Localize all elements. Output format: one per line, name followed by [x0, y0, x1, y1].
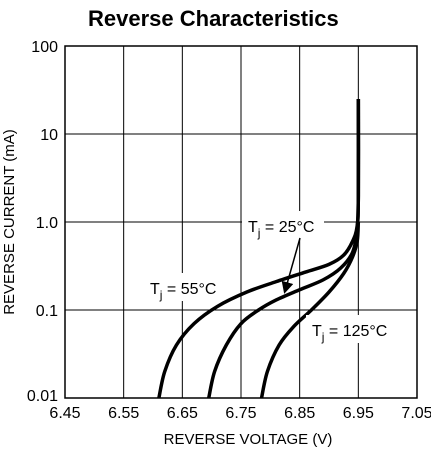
x-tick-label: 6.45 — [49, 405, 80, 422]
annotation-label-2: Tj = 125°C — [312, 323, 387, 344]
annotation-rest: = 55°C — [162, 281, 216, 298]
x-tick-label: 6.55 — [108, 405, 139, 422]
x-tick-label: 6.95 — [343, 405, 374, 422]
y-tick-label: 10 — [40, 127, 58, 144]
annotation-main: T — [248, 219, 258, 236]
y-axis-label: REVERSE CURRENT (mA) — [1, 129, 18, 315]
annotation-background — [306, 315, 396, 343]
x-axis-label: REVERSE VOLTAGE (V) — [164, 431, 333, 448]
annotations: Tj = 55°CTj = 25°CTj = 125°C — [144, 211, 396, 344]
y-tick-label: 0.01 — [27, 388, 58, 405]
chart-title: Reverse Characteristics — [88, 6, 339, 31]
series-lines — [157, 98, 361, 399]
annotation-label-1: Tj = 25°C — [248, 219, 314, 240]
series-line-2 — [259, 221, 361, 399]
annotation-rest: = 125°C — [324, 323, 387, 340]
y-tick-label: 1.0 — [36, 215, 58, 232]
annotation-rest: = 25°C — [260, 219, 314, 236]
annotation-background — [242, 211, 324, 239]
plot-frame — [64, 45, 418, 399]
x-tick-label: 6.85 — [284, 405, 315, 422]
annotation-subscript: j — [321, 330, 325, 344]
x-tick-labels: 6.45 6.55 6.65 6.75 6.85 6.95 7.05 — [49, 405, 431, 422]
series-line-0 — [157, 98, 361, 399]
x-tick-label: 6.75 — [225, 405, 256, 422]
annotation-main: T — [150, 281, 160, 298]
annotation-main: T — [312, 323, 322, 340]
grid-lines — [64, 45, 418, 399]
annotation-label-0: Tj = 55°C — [150, 281, 216, 302]
annotation-subscript: j — [159, 288, 163, 302]
annotation-arrow — [281, 237, 301, 294]
y-tick-label: 100 — [31, 39, 58, 56]
x-tick-label: 7.05 — [401, 405, 431, 422]
series-line-1 — [207, 98, 361, 399]
annotation-subscript: j — [257, 226, 261, 240]
y-tick-labels: 100 10 1.0 0.1 0.01 — [27, 39, 58, 405]
annotation-background — [144, 273, 220, 301]
y-tick-label: 0.1 — [36, 303, 58, 320]
x-tick-label: 6.65 — [167, 405, 198, 422]
